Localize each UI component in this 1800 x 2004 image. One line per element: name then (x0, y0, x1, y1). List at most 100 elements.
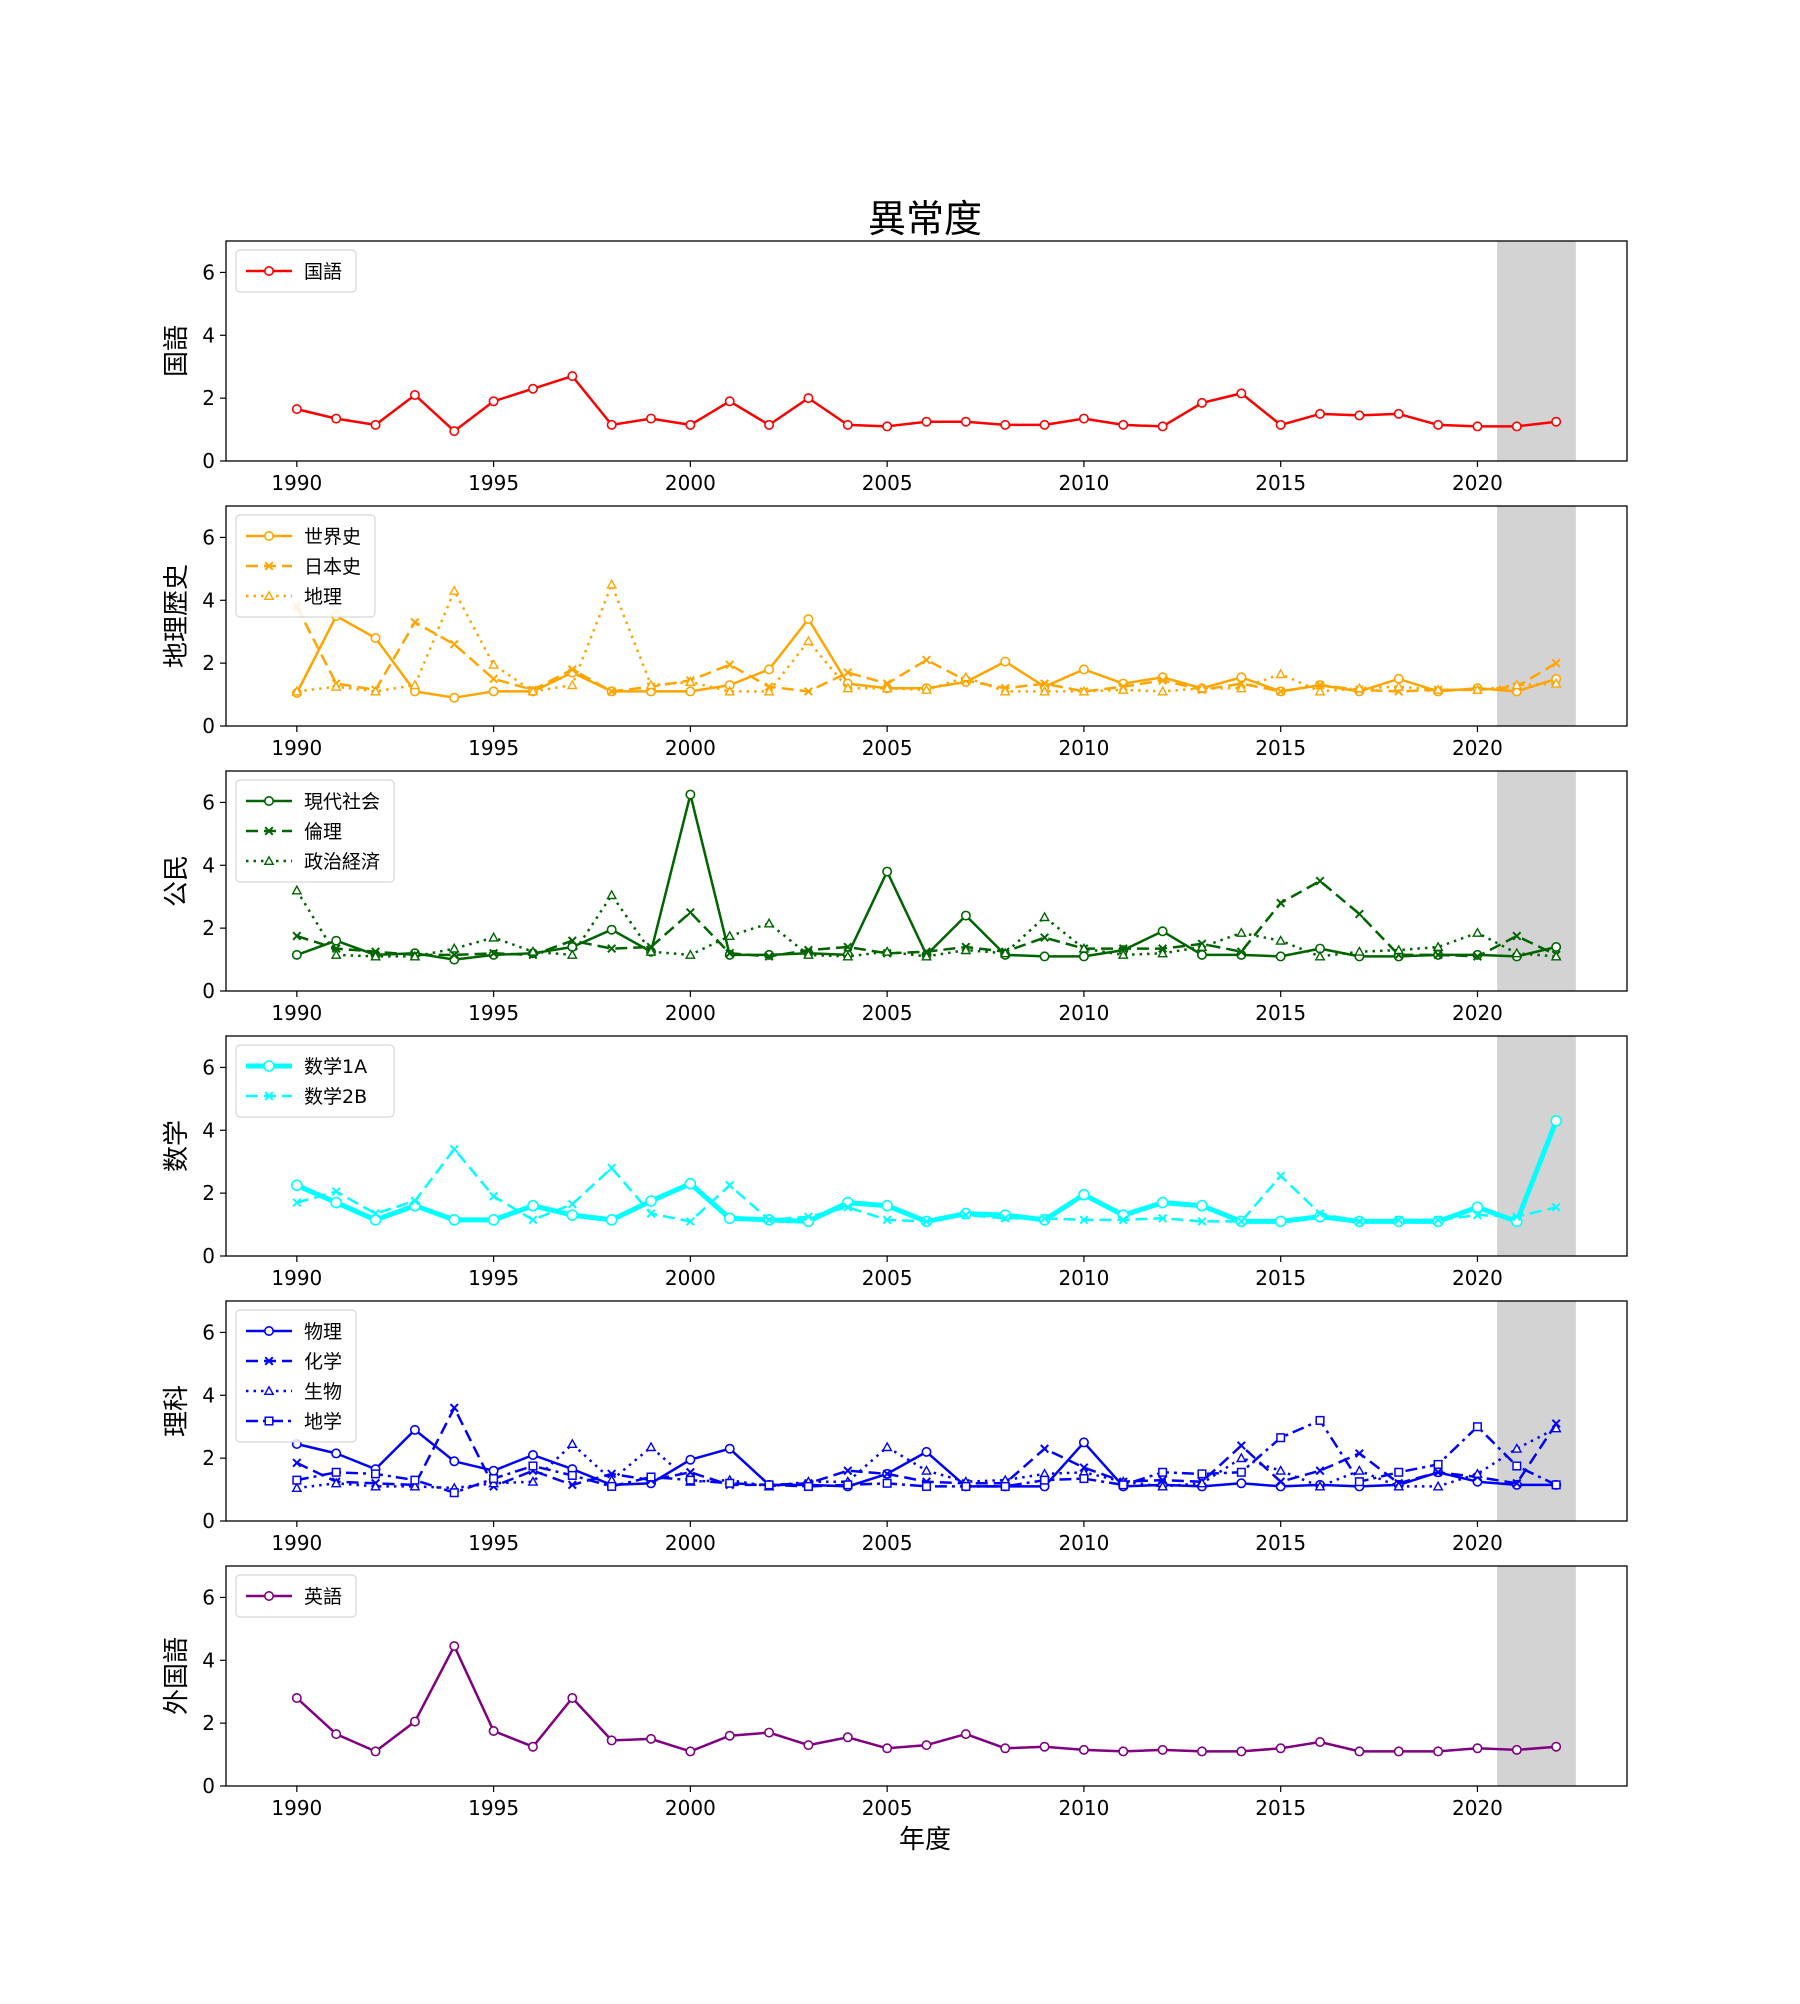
y-tick-label: 0 (202, 449, 215, 473)
data-point (488, 931, 499, 942)
data-point (725, 660, 735, 670)
x-tick-label: 2015 (1255, 471, 1306, 495)
x-tick-label: 2000 (665, 1796, 716, 1820)
data-point (881, 946, 893, 956)
y-tick-label: 2 (202, 916, 215, 940)
data-point (1433, 419, 1444, 430)
x-tick-label: 2020 (1452, 1001, 1503, 1025)
data-point (527, 1199, 539, 1212)
data-point (803, 1740, 814, 1751)
x-tick-label: 1995 (468, 1531, 519, 1555)
data-point (1157, 926, 1168, 937)
data-point (921, 950, 932, 961)
data-point (607, 1481, 617, 1491)
legend-marker (264, 561, 274, 571)
data-point (1315, 876, 1325, 886)
data-point (449, 1456, 460, 1467)
y-tick-label: 6 (202, 525, 215, 549)
data-point (1000, 1743, 1011, 1754)
x-tick-label: 2005 (862, 1001, 913, 1025)
data-point (410, 1196, 420, 1206)
data-point (646, 1209, 656, 1219)
data-point (409, 1424, 420, 1435)
data-point (567, 1470, 577, 1480)
data-point (1276, 1477, 1286, 1487)
data-point (487, 1214, 500, 1226)
x-tick-label: 2000 (665, 1266, 716, 1290)
data-point (1000, 419, 1011, 430)
data-point (1315, 1737, 1326, 1748)
data-point (1196, 1477, 1208, 1488)
data-point (489, 1191, 499, 1201)
data-point (1393, 681, 1405, 691)
data-point (724, 1730, 735, 1741)
data-point (488, 396, 499, 407)
data-point (567, 936, 577, 946)
shaded-region (1497, 1036, 1576, 1256)
data-point (1393, 1480, 1405, 1491)
series-line-1 (296, 1428, 1557, 1488)
x-tick-label: 2000 (665, 1001, 716, 1025)
data-point (1314, 1480, 1326, 1491)
data-point (842, 1732, 853, 1743)
data-point (1551, 416, 1562, 427)
x-tick-label: 2020 (1452, 736, 1503, 760)
y-tick-label: 0 (202, 714, 215, 738)
y-tick-label: 4 (202, 323, 215, 347)
y-tick-label: 2 (202, 651, 215, 675)
data-point (882, 1469, 892, 1479)
legend-label: 物理 (304, 1321, 342, 1343)
data-point (803, 614, 814, 625)
legend-label: 地学 (304, 1411, 342, 1433)
data-point (1354, 1216, 1364, 1226)
data-point (528, 1461, 538, 1471)
data-point (331, 413, 342, 424)
data-point (607, 1163, 617, 1173)
x-tick-label: 2010 (1058, 471, 1109, 495)
data-point (606, 1735, 617, 1746)
data-point (1196, 949, 1207, 960)
data-point (1235, 1452, 1247, 1463)
data-point (566, 1209, 579, 1221)
data-point (1078, 664, 1089, 675)
data-point (1433, 1215, 1443, 1225)
data-point (607, 686, 617, 696)
data-point (922, 1216, 931, 1226)
data-point (528, 1215, 538, 1225)
data-point (448, 585, 460, 595)
data-point (449, 1144, 459, 1154)
data-point (1511, 679, 1523, 690)
y-tick-label: 2 (202, 1711, 215, 1735)
data-point (645, 946, 657, 956)
data-point (843, 942, 853, 952)
y-axis-label: 国語 (162, 325, 192, 377)
x-tick-label: 2005 (862, 471, 913, 495)
data-point (566, 679, 578, 690)
x-tick-label: 2020 (1452, 471, 1503, 495)
data-point (764, 419, 775, 430)
subplot-frame (225, 1035, 1628, 1257)
legend-label: 生物 (304, 1381, 342, 1403)
data-point (1354, 1465, 1365, 1475)
y-tick-label: 6 (202, 260, 215, 284)
subplot-2: 1990 1995 2000 2005 2010 2015 2020 0 2 4 6 地理歴史 世界史日… (162, 505, 1628, 760)
series-line-1 (295, 1644, 1557, 1753)
data-point (1511, 947, 1523, 958)
x-tick-label: 1990 (271, 1796, 322, 1820)
data-point (1039, 685, 1050, 696)
data-point (605, 1214, 618, 1226)
data-point (1236, 1441, 1246, 1451)
data-point (1472, 1210, 1482, 1220)
x-tick-label: 1990 (271, 736, 322, 760)
y-tick-label: 2 (202, 1181, 215, 1205)
data-point (1236, 1746, 1247, 1757)
x-tick-label: 2015 (1255, 1531, 1306, 1555)
data-point (291, 1482, 303, 1493)
data-point (685, 1216, 695, 1226)
data-point (1433, 1459, 1443, 1469)
data-point (881, 1441, 893, 1452)
data-point (803, 1481, 813, 1491)
data-point (960, 416, 971, 427)
data-point (1472, 927, 1483, 937)
data-point (881, 1199, 893, 1212)
